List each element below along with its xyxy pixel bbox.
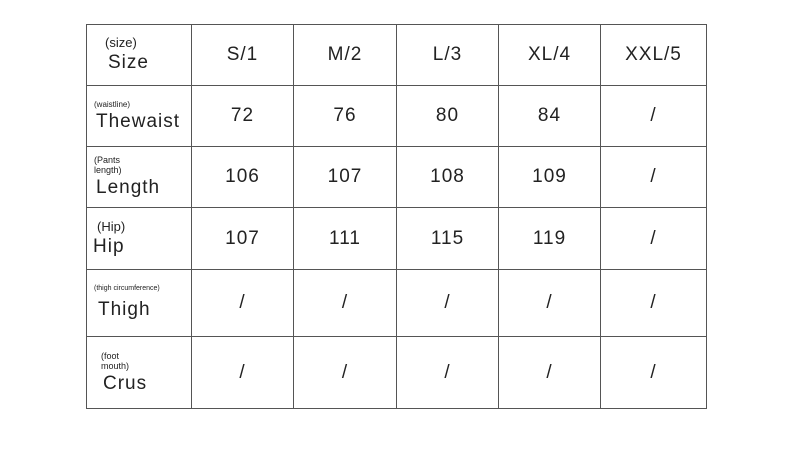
size-header: XL/4 — [498, 24, 601, 86]
value-cell: / — [600, 336, 707, 409]
value-cell: / — [293, 269, 397, 337]
header-sublabel: (size) — [105, 35, 137, 50]
header-label-cell: (size) Size — [86, 24, 192, 86]
row-sublabel: (thigh circumference) — [94, 285, 160, 292]
value-cell: / — [191, 336, 294, 409]
value-cell: / — [396, 336, 499, 409]
value-cell: / — [498, 336, 601, 409]
value-cell: 106 — [191, 146, 294, 208]
value-cell: 107 — [293, 146, 397, 208]
size-chart-table: (size) Size S/1 M/2 L/3 XL/4 XXL/5 (wais… — [86, 24, 707, 409]
header-label: Size — [108, 52, 149, 73]
value-cell: 115 — [396, 207, 499, 270]
table-row: (waistline) Thewaist 72 76 80 84 / — [86, 85, 707, 147]
value-cell: / — [600, 207, 707, 270]
size-header: M/2 — [293, 24, 397, 86]
value-cell: / — [600, 146, 707, 208]
row-label: Hip — [93, 235, 125, 257]
value-cell: 111 — [293, 207, 397, 270]
table-row: (thigh circumference) Thigh / / / / / — [86, 269, 707, 337]
row-label-cell: (Pants length) Length — [86, 146, 192, 208]
row-label: Length — [96, 177, 161, 198]
row-label-cell: (thigh circumference) Thigh — [86, 269, 192, 337]
value-cell: / — [293, 336, 397, 409]
value-cell: 72 — [191, 85, 294, 147]
row-label: Thigh — [98, 299, 151, 320]
row-sublabel: (Hip) — [97, 218, 126, 234]
size-header: L/3 — [396, 24, 499, 86]
value-cell: 108 — [396, 146, 499, 208]
value-cell: 80 — [396, 85, 499, 147]
row-label: Thewaist — [96, 110, 181, 132]
size-header: S/1 — [191, 24, 294, 86]
size-header: XXL/5 — [600, 24, 707, 86]
table-row: (Hip) Hip 107 111 115 119 / — [86, 207, 707, 270]
row-label-cell: (foot mouth) Crus — [86, 336, 192, 409]
row-sublabel: (foot mouth) — [101, 350, 130, 371]
row-sublabel: (waistline) — [94, 99, 131, 109]
value-cell: 119 — [498, 207, 601, 270]
value-cell: / — [396, 269, 499, 337]
row-sublabel: (Pants length) — [94, 155, 122, 175]
table-row: (foot mouth) Crus / / / / / — [86, 336, 707, 409]
value-cell: 84 — [498, 85, 601, 147]
row-label: Crus — [103, 372, 148, 394]
value-cell: / — [600, 85, 707, 147]
table-row: (Pants length) Length 106 107 108 109 / — [86, 146, 707, 208]
row-label-cell: (Hip) Hip — [86, 207, 192, 270]
value-cell: / — [191, 269, 294, 337]
value-cell: 109 — [498, 146, 601, 208]
value-cell: / — [498, 269, 601, 337]
row-label-cell: (waistline) Thewaist — [86, 85, 192, 147]
value-cell: 76 — [293, 85, 397, 147]
value-cell: 107 — [191, 207, 294, 270]
header-row: (size) Size S/1 M/2 L/3 XL/4 XXL/5 — [86, 24, 707, 86]
value-cell: / — [600, 269, 707, 337]
